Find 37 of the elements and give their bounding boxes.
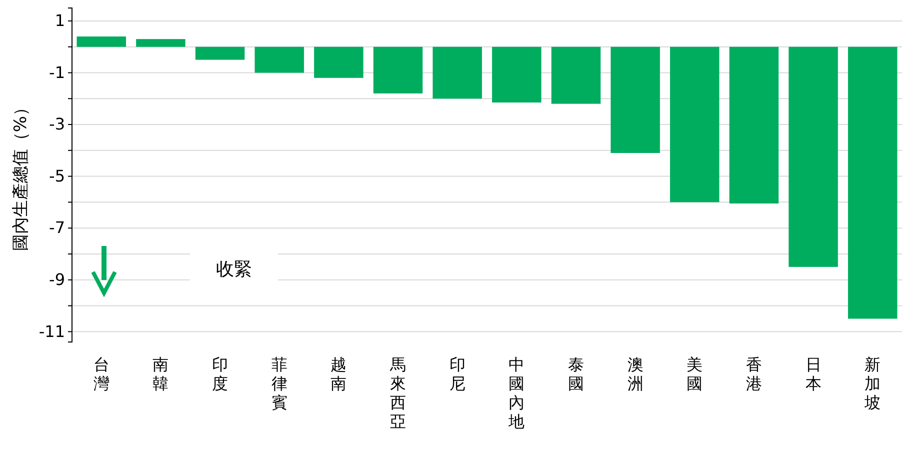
bar [373,46,423,94]
x-tick-label: 中國內地 [508,355,525,431]
x-tick-label: 馬來西亞 [389,355,406,431]
x-tick-label: 新加坡 [864,355,881,412]
x-tick-label: 泰國 [568,355,584,393]
x-tick-label: 日本 [805,355,822,393]
x-tick-label: 南韓 [152,355,169,393]
bar [314,46,364,78]
x-tick-label: 印尼 [449,355,466,393]
y-tick-label: 1 [54,11,65,30]
y-axis-title: 國內生產總值（%） [11,98,31,252]
y-tick-label: -3 [49,114,65,134]
bar [670,46,720,202]
x-tick-label: 香港 [746,355,762,393]
x-tick-label: 越南 [330,355,347,393]
x-tick-label: 美國 [686,355,703,393]
bar [492,46,542,103]
y-tick-label: -9 [49,270,65,289]
bar [76,36,126,47]
bar [788,46,838,267]
y-tick-label: -1 [49,62,65,82]
y-tick-label: -11 [38,322,65,341]
bar [136,39,186,47]
bar [432,46,482,99]
annotation: 收緊 [216,259,252,280]
x-tick-label: 台灣 [93,355,110,393]
bar [551,46,601,104]
bar [610,46,660,153]
y-tick-label: -7 [49,218,65,238]
bar [195,46,245,60]
bar [254,46,304,73]
x-tick-label: 菲律賓 [271,355,288,412]
y-tick-label: -5 [49,166,65,186]
x-tick-label: 澳洲 [627,355,644,393]
x-tick-label: 印度 [212,355,228,393]
bar [729,46,779,204]
bar [848,46,898,319]
